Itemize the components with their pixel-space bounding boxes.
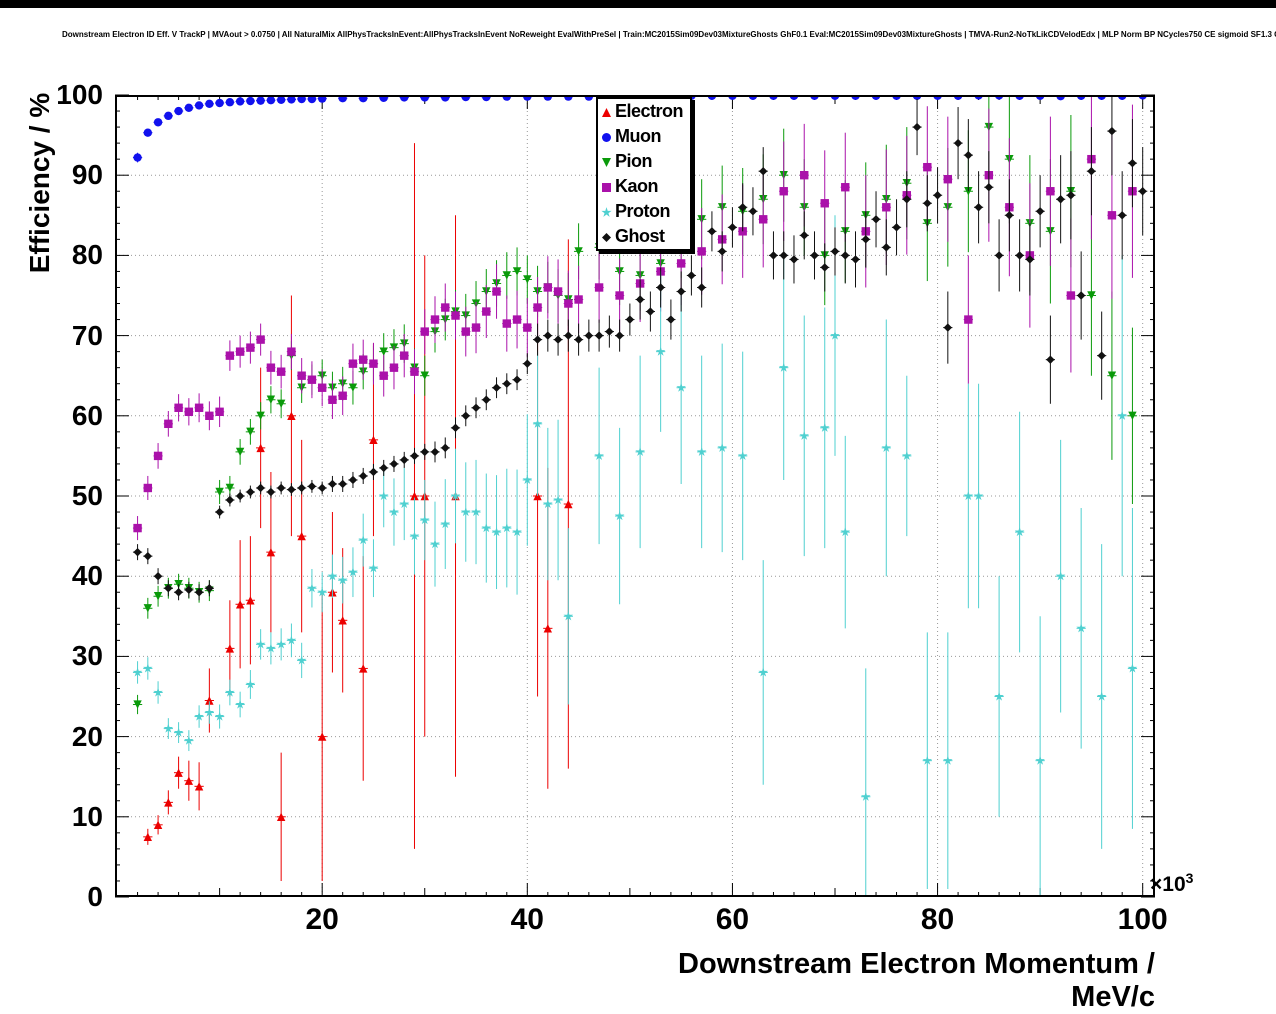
legend-label: Muon	[615, 126, 661, 146]
legend-item-kaon: Kaon	[598, 174, 690, 199]
legend-item-muon: Muon	[598, 124, 690, 149]
x-axis-scale-exponent: ×103	[1150, 870, 1193, 897]
window-top-bar	[0, 0, 1276, 8]
y-tick-label: 40	[71, 560, 103, 592]
legend-label: Pion	[615, 151, 653, 171]
legend-label: Proton	[615, 201, 671, 221]
y-tick-label: 20	[71, 720, 103, 752]
y-tick-label: 0	[87, 881, 103, 912]
legend-item-ghost: Ghost	[598, 224, 690, 249]
x-axis-title: Downstream Electron Momentum / MeV/c	[678, 948, 1155, 1013]
y-tick-label: 90	[71, 159, 103, 191]
x-tick-label: 100	[1117, 903, 1168, 936]
kaon-marker-icon	[598, 178, 615, 196]
plot-frame	[115, 94, 1155, 898]
legend-label: Kaon	[615, 176, 659, 196]
y-tick-label: 100	[56, 79, 103, 110]
legend-item-proton: Proton	[598, 199, 690, 224]
x-tick-label: 40	[510, 903, 544, 936]
x-scale-power: 3	[1185, 870, 1194, 886]
x-tick-label: 60	[715, 903, 750, 936]
y-tick-label: 30	[71, 640, 103, 672]
legend: Electron Muon Pion Kaon Proton Ghost	[596, 97, 692, 251]
legend-item-pion: Pion	[598, 149, 690, 174]
chart-canvas	[115, 94, 1155, 898]
legend-item-electron: Electron	[598, 99, 690, 124]
ghost-marker-icon	[598, 228, 615, 246]
x-tick-label: 80	[920, 903, 955, 936]
pion-marker-icon	[598, 153, 615, 171]
legend-label: Ghost	[615, 226, 665, 246]
y-tick-label: 10	[71, 800, 103, 832]
x-scale-prefix: ×10	[1150, 873, 1186, 896]
y-tick-label: 80	[71, 239, 103, 271]
proton-marker-icon	[598, 203, 615, 221]
legend-label: Electron	[615, 101, 684, 121]
y-tick-label: 70	[71, 319, 103, 351]
muon-marker-icon	[598, 128, 615, 146]
y-tick-label: 60	[71, 399, 103, 431]
y-tick-label: 50	[71, 480, 103, 511]
electron-marker-icon	[598, 103, 615, 121]
plot-title: Downstream Electron ID Eff. V TrackP | M…	[62, 30, 1276, 39]
x-tick-label: 20	[305, 903, 339, 936]
